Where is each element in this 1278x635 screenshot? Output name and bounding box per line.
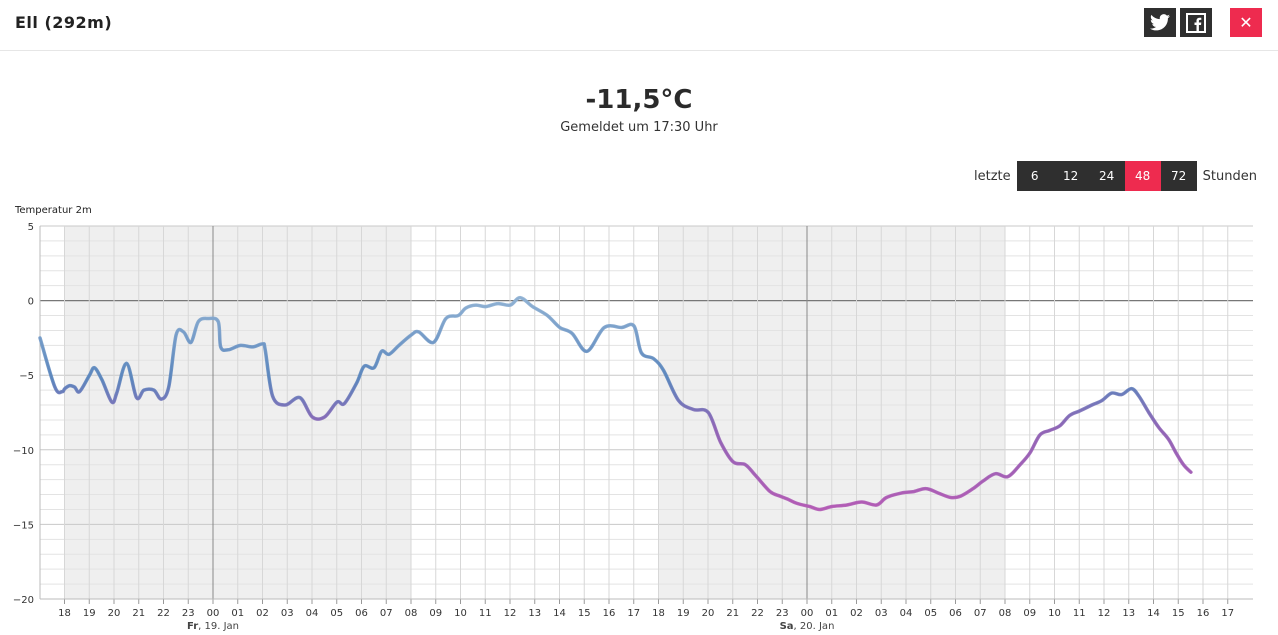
- temperature-series-core: [39, 296, 1192, 511]
- x-tick-label: 14: [553, 608, 566, 619]
- x-tick-label: 21: [132, 608, 145, 619]
- x-tick-label: 16: [1197, 608, 1210, 619]
- station-title: Ell (292m): [15, 13, 113, 32]
- period-prefix: letzte: [974, 168, 1011, 184]
- y-tick-label: 5: [28, 222, 34, 233]
- x-tick-label: 04: [306, 608, 319, 619]
- period-option-24[interactable]: 24: [1088, 161, 1125, 191]
- x-tick-label: 07: [380, 608, 393, 619]
- x-tick-label: 04: [900, 608, 913, 619]
- x-tick-label: 06: [949, 608, 962, 619]
- x-tick-label: 02: [850, 608, 863, 619]
- x-tick-label: 12: [504, 608, 517, 619]
- top-bar: Ell (292m) ✕: [0, 0, 1278, 51]
- x-tick-label: 22: [751, 608, 764, 619]
- facebook-share-button[interactable]: [1180, 8, 1212, 37]
- x-tick-label: 11: [1073, 608, 1086, 619]
- x-tick-label: 19: [677, 608, 690, 619]
- y-tick-label: −15: [13, 520, 34, 531]
- y-tick-label: −10: [13, 446, 34, 457]
- day-label: Fr, 19. Jan: [187, 621, 239, 632]
- x-tick-label: 08: [999, 608, 1012, 619]
- x-tick-label: 05: [330, 608, 343, 619]
- x-tick-label: 08: [405, 608, 418, 619]
- reported-time: Gemeldet um 17:30 Uhr: [560, 120, 718, 135]
- x-tick-label: 01: [231, 608, 244, 619]
- x-tick-label: 07: [974, 608, 987, 619]
- x-tick-label: 09: [1023, 608, 1036, 619]
- y-tick-label: −5: [19, 371, 34, 382]
- x-tick-label: 16: [603, 608, 616, 619]
- x-tick-label: 03: [875, 608, 888, 619]
- x-tick-label: 18: [652, 608, 665, 619]
- x-tick-label: 15: [578, 608, 591, 619]
- twitter-icon: [1150, 14, 1170, 31]
- x-tick-label: 13: [528, 608, 541, 619]
- x-tick-label: 11: [479, 608, 492, 619]
- x-tick-label: 23: [776, 608, 789, 619]
- period-option-72[interactable]: 72: [1160, 161, 1197, 191]
- x-tick-label: 14: [1147, 608, 1160, 619]
- x-tick-label: 01: [825, 608, 838, 619]
- x-tick-label: 17: [627, 608, 640, 619]
- period-suffix: Stunden: [1202, 168, 1257, 184]
- current-temperature: -11,5°C: [585, 85, 693, 115]
- x-tick-label: 03: [281, 608, 294, 619]
- day-label: Sa, 20. Jan: [780, 621, 835, 632]
- close-button[interactable]: ✕: [1230, 8, 1262, 37]
- x-tick-label: 10: [454, 608, 467, 619]
- x-tick-label: 00: [207, 608, 220, 619]
- x-tick-label: 20: [108, 608, 121, 619]
- x-tick-label: 22: [157, 608, 170, 619]
- period-option-6[interactable]: 6: [1016, 161, 1053, 191]
- x-tick-label: 05: [924, 608, 937, 619]
- x-tick-label: 09: [429, 608, 442, 619]
- x-tick-label: 21: [726, 608, 739, 619]
- x-tick-label: 02: [256, 608, 269, 619]
- twitter-share-button[interactable]: [1144, 8, 1176, 37]
- y-axis-title: Temperatur 2m: [14, 205, 92, 216]
- temperature-chart: 18 19 20 21 22 23 00 01 02 03 04 05 06 07 08 09 10 11 12 13…: [13, 205, 1253, 632]
- x-tick-label: 23: [182, 608, 195, 619]
- period-selector: letzte 6 12 24 48 72 Stunden: [968, 161, 1263, 191]
- period-option-48[interactable]: 48: [1124, 161, 1161, 191]
- x-tick-label: 06: [355, 608, 368, 619]
- close-icon: ✕: [1239, 13, 1253, 32]
- x-tick-label: 00: [801, 608, 814, 619]
- x-tick-label: 12: [1098, 608, 1111, 619]
- x-tick-label: 19: [83, 608, 96, 619]
- x-tick-label: 13: [1122, 608, 1135, 619]
- x-tick-label: 18: [58, 608, 71, 619]
- x-tick-label: 17: [1221, 608, 1234, 619]
- period-option-12[interactable]: 12: [1052, 161, 1089, 191]
- x-tick-label: 10: [1048, 608, 1061, 619]
- facebook-icon: [1186, 12, 1206, 33]
- x-tick-label: 15: [1172, 608, 1185, 619]
- y-tick-label: −20: [13, 595, 34, 606]
- y-tick-label: 0: [28, 297, 34, 308]
- x-tick-label: 20: [702, 608, 715, 619]
